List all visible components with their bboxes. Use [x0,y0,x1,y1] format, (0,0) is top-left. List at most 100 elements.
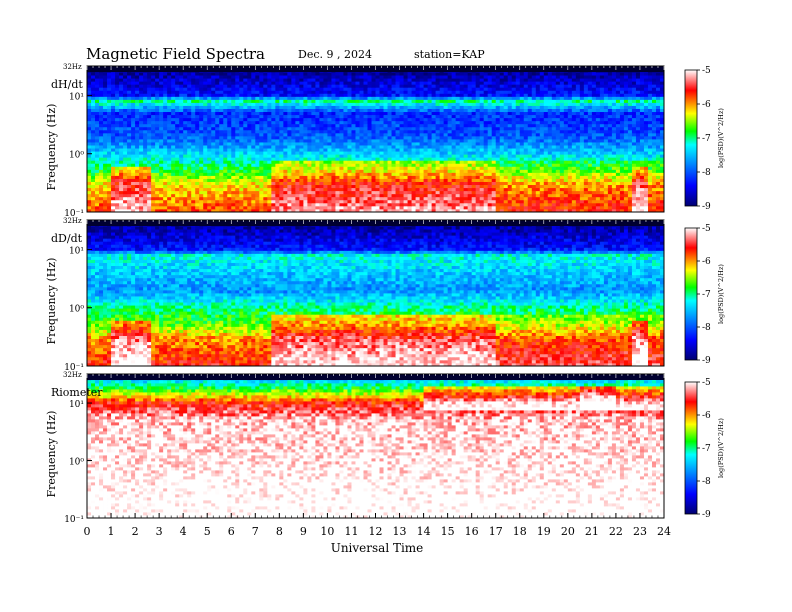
spectrogram-cell [123,181,128,186]
spectrogram-cell [471,184,477,189]
spectrogram-cell [495,199,501,204]
spectrogram-cell [579,163,585,167]
spectrogram-cell [615,151,621,155]
spectrogram-cell [543,139,549,143]
spectrogram-cell [563,187,569,192]
spectrogram-cell [403,202,408,207]
spectrogram-cell [495,181,501,186]
spectrogram-cell [335,157,340,161]
spectrogram-cell [235,108,240,113]
spectrogram-cell [99,187,104,192]
spectrogram-cell [87,142,92,146]
spectrogram-cell [359,157,364,161]
spectrogram-cell [295,117,300,122]
spectrogram-cell [395,181,400,186]
spectrogram-cell [647,181,653,186]
spectrogram-cell [351,157,356,161]
spectrogram-cell [323,178,328,182]
spectrogram-cell [215,129,220,134]
spectrogram-cell [463,139,469,143]
spectrogram-cell [463,108,469,113]
spectrogram-cell [275,172,280,176]
spectrogram-cell [499,166,505,170]
spectrogram-cell [123,166,128,170]
spectrogram-cell [431,108,437,113]
spectrogram-cell [271,123,276,128]
spectrogram-cell [587,111,593,116]
spectrogram-cell [535,163,541,167]
spectrogram-cell [203,135,208,140]
spectrogram-cell [359,202,364,207]
spectrogram-cell [155,181,160,186]
spectrogram-cell [255,151,260,155]
spectrogram-cell [175,175,180,179]
spectrogram-cell [635,184,641,189]
spectrogram-cell [439,108,445,113]
spectrogram-cell [251,205,256,210]
spectrogram-cell [187,205,192,210]
spectrogram-cell [415,160,420,164]
spectrogram-cell [395,193,400,198]
spectrogram-cell [455,181,461,186]
spectrogram-cell [447,208,453,213]
spectrogram-cell [527,193,533,198]
spectrogram-cell [267,169,272,173]
spectrogram-cell [567,151,573,155]
spectrogram-cell [415,184,420,189]
spectrogram-cell [399,142,404,146]
spectrogram-cell [639,190,645,195]
spectrogram-cell [407,148,412,152]
spectrogram-cell [627,117,633,122]
spectrogram-cell [299,135,304,140]
spectrogram-cell [95,187,100,192]
spectrogram-cell [195,129,200,134]
spectrogram-cell [319,160,324,164]
spectrogram-cell [91,157,96,161]
spectrogram-cell [103,163,108,167]
spectrogram-cell [655,132,661,137]
spectrogram-cell [227,126,232,131]
spectrogram-cell [531,178,537,182]
spectrogram-cell [359,126,364,131]
spectrogram-cell [519,184,525,189]
spectrogram-cell [423,120,428,125]
spectrogram-cell [251,181,256,186]
spectrogram-cell [103,135,108,140]
spectrogram-cell [111,163,116,167]
spectrogram-cell [447,157,453,161]
spectrogram-cell [95,105,100,109]
spectrogram-cell [491,117,497,122]
spectrogram-cell [363,129,368,134]
spectrogram-cell [515,114,521,119]
spectrogram-cell [619,132,625,137]
spectrogram-cell [167,120,172,125]
spectrogram-cell [323,145,328,149]
spectrogram-cell [583,123,589,128]
spectrogram-cell [163,135,168,140]
spectrogram-cell [451,196,457,201]
spectrogram-cell [179,199,184,204]
spectrogram-cell [591,163,597,167]
spectrogram-cell [319,111,324,116]
spectrogram-cell [223,129,228,134]
spectrogram-cell [295,120,300,125]
spectrogram-cell [395,178,400,182]
spectrogram-cell [215,163,220,167]
spectrogram-cell [311,126,316,131]
spectrogram-cell [595,202,601,207]
spectrogram-cell [231,135,236,140]
spectrogram-cell [247,132,252,137]
spectrogram-cell [103,142,108,146]
spectrogram-cell [143,142,148,146]
spectrogram-cell [287,139,292,143]
spectrogram-cell [155,178,160,182]
spectrogram-cell [603,120,609,125]
spectrogram-cell [263,154,268,158]
spectrogram-cell [491,172,497,176]
spectrogram-cell [151,166,156,170]
spectrogram-cell [435,114,441,119]
spectrogram-cell [191,175,196,179]
spectrogram-cell [415,205,420,210]
spectrogram-cell [639,166,645,170]
spectrogram-cell [623,208,629,213]
